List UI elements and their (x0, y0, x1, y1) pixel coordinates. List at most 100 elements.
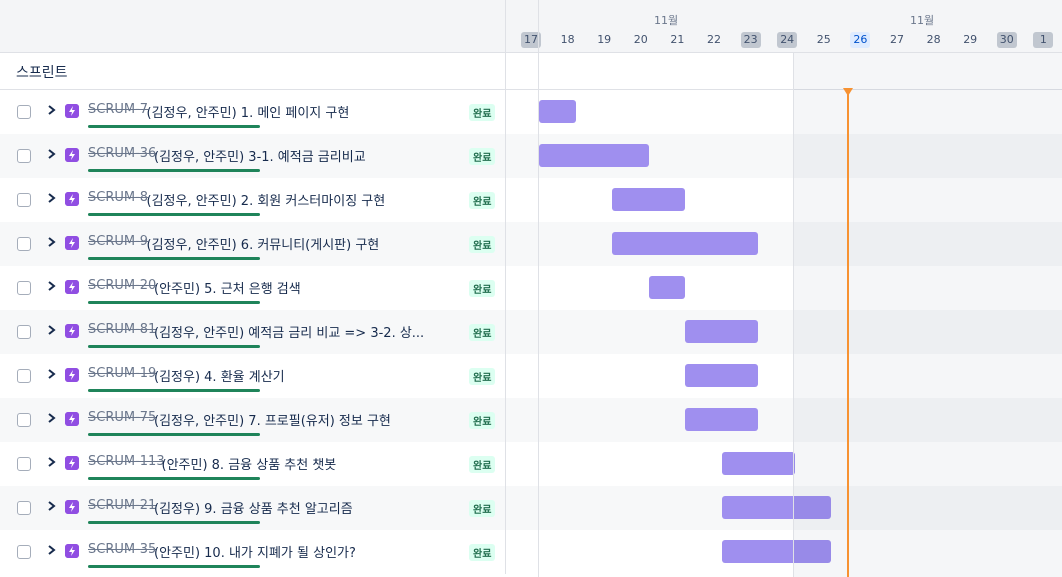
issue-row[interactable]: SCRUM-20 (안주민) 5. 근처 은행 검색 완료 (0, 266, 1062, 310)
issue-row[interactable]: SCRUM-81 (김정우, 안주민) 예적금 금리 비교 => 3-2. 상..… (0, 310, 1062, 354)
row-checkbox[interactable] (17, 149, 31, 163)
epic-icon (65, 192, 79, 206)
weekend-shade (793, 53, 1062, 577)
timeline-bar[interactable] (685, 364, 758, 387)
row-checkbox[interactable] (17, 105, 31, 119)
row-checkbox[interactable] (17, 193, 31, 207)
issue-key[interactable]: SCRUM-20 (88, 278, 157, 293)
row-checkbox[interactable] (17, 457, 31, 471)
issue-row[interactable]: SCRUM-35 (안주민) 10. 내가 지폐가 될 상인가? 완료 (0, 530, 1062, 574)
chevron-right-icon[interactable] (46, 278, 58, 294)
timeline-header: 11월 11월 17 18 19 20 21 22 23 24 25 26 27 28 29 30 1 (506, 0, 1062, 53)
row-checkbox[interactable] (17, 369, 31, 383)
issue-row[interactable]: SCRUM-36 (김정우, 안주민) 3-1. 예적금 금리비교 완료 (0, 134, 1062, 178)
status-badge: 완료 (469, 104, 496, 121)
row-checkbox[interactable] (17, 325, 31, 339)
issue-row[interactable]: SCRUM-113 (안주민) 8. 금융 상품 추천 챗봇 완료 (0, 442, 1062, 486)
issue-row-left: SCRUM-9 (김정우, 안주민) 6. 커뮤니티(게시판) 구현 완료 (0, 222, 506, 266)
issue-key[interactable]: SCRUM-9 (88, 234, 149, 249)
issue-summary[interactable]: (김정우, 안주민) 6. 커뮤니티(게시판) 구현 (146, 238, 380, 253)
progress-bar (88, 477, 260, 480)
issue-key[interactable]: SCRUM-35 (88, 542, 157, 557)
status-badge: 완료 (469, 500, 496, 517)
status-badge: 완료 (469, 148, 496, 165)
issue-row-timeline (506, 222, 1062, 266)
issue-summary[interactable]: (안주민) 8. 금융 상품 추천 챗봇 (161, 458, 337, 473)
timeline-bar[interactable] (612, 188, 685, 211)
issue-summary[interactable]: (김정우, 안주민) 2. 회원 커스터마이징 구현 (146, 194, 386, 209)
issue-row[interactable]: SCRUM-8 (김정우, 안주민) 2. 회원 커스터마이징 구현 완료 (0, 178, 1062, 222)
row-checkbox[interactable] (17, 545, 31, 559)
month-label: 11월 (654, 14, 679, 27)
chevron-right-icon[interactable] (46, 234, 58, 250)
issue-key[interactable]: SCRUM-36 (88, 146, 157, 161)
day-label: 20 (633, 33, 648, 46)
issue-summary[interactable]: (김정우, 안주민) 예적금 금리 비교 => 3-2. 상... (154, 326, 425, 341)
chevron-right-icon[interactable] (46, 102, 58, 118)
chevron-right-icon[interactable] (46, 366, 58, 382)
chevron-right-icon[interactable] (46, 190, 58, 206)
issue-row[interactable]: SCRUM-19 (김정우) 4. 환율 계산기 완료 (0, 354, 1062, 398)
status-badge: 완료 (469, 368, 496, 385)
status-badge: 완료 (469, 456, 496, 473)
timeline-bar[interactable] (685, 320, 758, 343)
epic-icon (65, 236, 79, 250)
row-checkbox[interactable] (17, 281, 31, 295)
epic-icon (65, 324, 79, 338)
issue-row-left: SCRUM-75 (김정우, 안주민) 7. 프로필(유저) 정보 구현 완료 (0, 398, 506, 442)
row-checkbox[interactable] (17, 413, 31, 427)
chevron-right-icon[interactable] (46, 410, 58, 426)
issue-key[interactable]: SCRUM-21 (88, 498, 157, 513)
issue-summary[interactable]: (김정우, 안주민) 3-1. 예적금 금리비교 (154, 150, 366, 165)
issue-row[interactable]: SCRUM-9 (김정우, 안주민) 6. 커뮤니티(게시판) 구현 완료 (0, 222, 1062, 266)
timeline-bar[interactable] (721, 452, 795, 475)
status-badge: 완료 (469, 412, 496, 429)
progress-bar (88, 521, 260, 524)
issue-row-left: SCRUM-19 (김정우) 4. 환율 계산기 완료 (0, 354, 506, 398)
issue-key[interactable]: SCRUM-19 (88, 366, 157, 381)
timeline-bar[interactable] (721, 496, 831, 519)
issue-key[interactable]: SCRUM-75 (88, 410, 157, 425)
status-badge: 완료 (469, 280, 496, 297)
row-checkbox[interactable] (17, 501, 31, 515)
progress-bar (88, 125, 260, 128)
issue-row-timeline (506, 530, 1062, 574)
list-header (0, 0, 506, 53)
progress-bar (88, 565, 260, 568)
timeline-bar[interactable] (721, 540, 831, 563)
day-label: 27 (890, 33, 904, 46)
row-checkbox[interactable] (17, 237, 31, 251)
chevron-right-icon[interactable] (46, 454, 58, 470)
issue-summary[interactable]: (김정우) 9. 금융 상품 추천 알고리즘 (154, 502, 353, 517)
day-label: 28 (926, 33, 941, 46)
issue-summary[interactable]: (김정우) 4. 환율 계산기 (154, 370, 285, 385)
issue-row-timeline (506, 134, 1062, 178)
issue-key[interactable]: SCRUM-8 (88, 190, 149, 205)
issue-row[interactable]: SCRUM-21 (김정우) 9. 금융 상품 추천 알고리즘 완료 (0, 486, 1062, 530)
timeline-bar[interactable] (539, 144, 649, 167)
timeline-bar[interactable] (685, 408, 758, 431)
chevron-right-icon[interactable] (46, 542, 58, 558)
epic-icon (65, 148, 79, 162)
chevron-right-icon[interactable] (46, 498, 58, 514)
epic-icon (65, 500, 79, 514)
timeline-bar[interactable] (612, 232, 758, 255)
issue-row[interactable]: SCRUM-7 (김정우, 안주민) 1. 메인 페이지 구현 완료 (0, 90, 1062, 134)
issue-row-timeline (506, 90, 1062, 134)
issue-summary[interactable]: (김정우, 안주민) 1. 메인 페이지 구현 (146, 106, 350, 121)
chevron-right-icon[interactable] (46, 146, 58, 162)
issue-key[interactable]: SCRUM-7 (88, 102, 149, 117)
issue-row-timeline (506, 266, 1062, 310)
day-label: 24 (777, 32, 798, 48)
issue-key[interactable]: SCRUM-81 (88, 322, 157, 337)
issue-summary[interactable]: (김정우, 안주민) 7. 프로필(유저) 정보 구현 (154, 414, 391, 429)
timeline-bar[interactable] (539, 100, 576, 123)
timeline-bar[interactable] (648, 276, 685, 299)
issue-row-timeline (506, 398, 1062, 442)
chevron-right-icon[interactable] (46, 322, 58, 338)
issue-row[interactable]: SCRUM-75 (김정우, 안주민) 7. 프로필(유저) 정보 구현 완료 (0, 398, 1062, 442)
issue-summary[interactable]: (안주민) 10. 내가 지폐가 될 상인가? (154, 546, 356, 561)
status-badge: 완료 (469, 236, 496, 253)
issue-summary[interactable]: (안주민) 5. 근처 은행 검색 (154, 282, 301, 297)
issue-key[interactable]: SCRUM-113 (88, 454, 165, 469)
